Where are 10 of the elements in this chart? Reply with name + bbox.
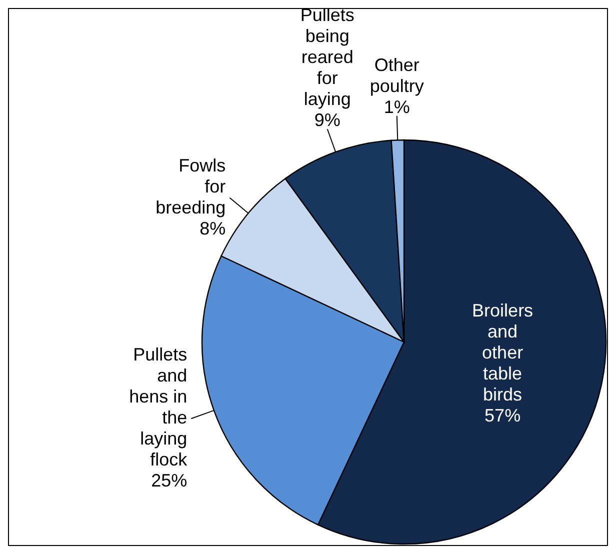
slice-label: Fowls for breeding: [156, 155, 226, 218]
slice-label: Other poultry: [370, 54, 424, 96]
data-label: 57%: [484, 405, 521, 426]
data-label: 8%: [200, 218, 226, 238]
slice-label: Pullets being reared for laying: [300, 4, 354, 109]
data-label: 9%: [314, 110, 340, 130]
data-label: 25%: [151, 470, 188, 490]
data-label: 1%: [384, 96, 410, 117]
slice-label: Pullets and hens in the laying flock: [129, 344, 188, 470]
slice-label: Broilers and other table birds: [472, 300, 534, 404]
